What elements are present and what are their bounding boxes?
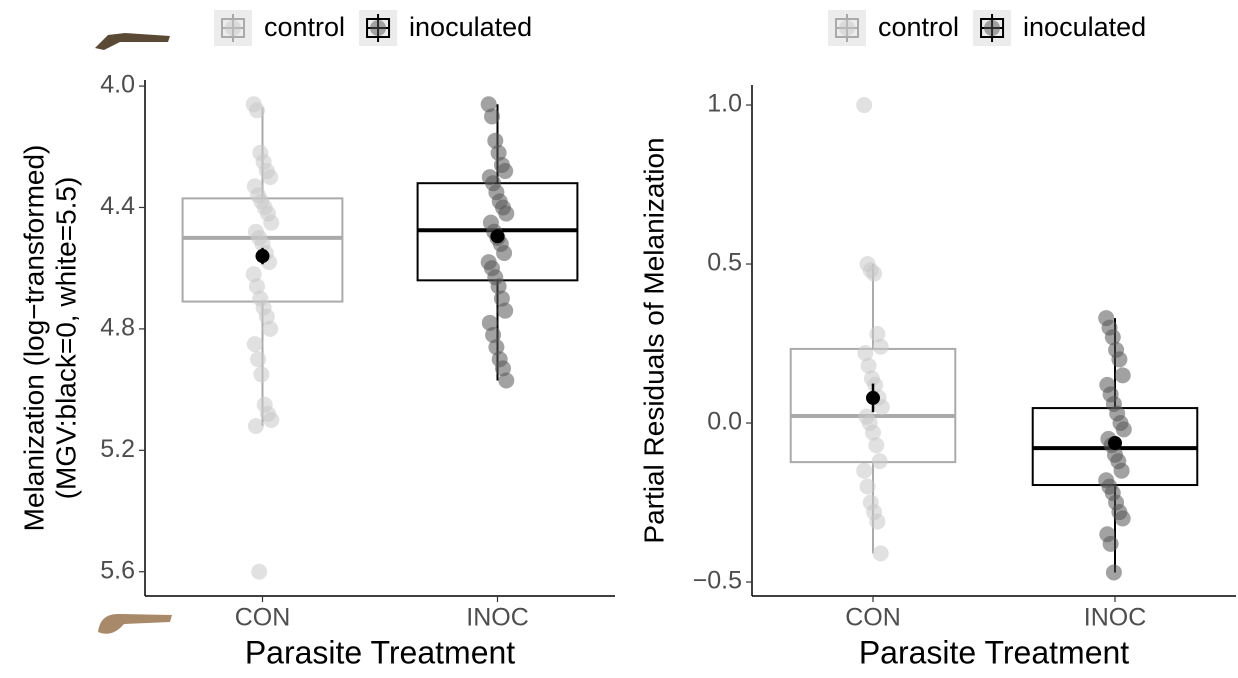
y-tick-label: 1.0 (707, 90, 742, 118)
data-point (249, 102, 265, 119)
data-point (859, 478, 876, 495)
data-point (253, 366, 270, 383)
data-point (868, 437, 885, 454)
data-point (263, 411, 280, 428)
data-point (1105, 564, 1122, 581)
data-point (1114, 367, 1131, 384)
data-point (872, 545, 889, 562)
y-tick-label: 4.8 (100, 314, 135, 342)
data-point (247, 418, 264, 435)
legend-item: inoculated (973, 10, 1146, 46)
legend-label: control (878, 12, 959, 42)
data-point (865, 424, 881, 441)
legend-label: inoculated (1023, 12, 1146, 42)
data-point (871, 453, 888, 470)
data-point (873, 399, 890, 416)
data-point (249, 278, 265, 295)
mean-point (866, 390, 880, 405)
legend-key-point (839, 20, 855, 36)
x-axis-title: Parasite Treatment (245, 634, 515, 670)
y-tick-label: 0.0 (707, 408, 742, 436)
legend-item: control (828, 10, 959, 46)
y-axis-title: Melanization (log−transformed) (18, 145, 49, 532)
legend-key-point (225, 20, 241, 36)
mosquito-icon-bottom (98, 614, 172, 634)
data-point (1104, 329, 1121, 346)
data-point (487, 132, 504, 149)
y-axis-title: Partial Residuals of Melanization (638, 137, 669, 543)
y-tick-label: 4.4 (100, 192, 135, 220)
data-point (497, 302, 514, 319)
data-point (872, 338, 889, 355)
data-point (856, 462, 873, 479)
mean-point (255, 249, 270, 264)
data-point (1115, 421, 1132, 438)
data-point (488, 339, 505, 356)
y-tick-label: 0.5 (707, 249, 742, 277)
data-point (493, 290, 510, 307)
data-point (1114, 510, 1131, 527)
mean-point (1108, 436, 1122, 451)
y-tick-label: 4.0 (100, 71, 135, 99)
data-point (258, 308, 275, 325)
data-point (263, 214, 280, 231)
data-point (498, 372, 515, 389)
data-point (867, 376, 884, 393)
legend-label: inoculated (409, 12, 532, 42)
data-point (250, 351, 267, 368)
x-tick-label: INOC (466, 604, 529, 632)
data-point (866, 265, 883, 282)
x-tick-label: CON (845, 604, 901, 632)
data-point (860, 357, 877, 374)
data-point (246, 336, 263, 353)
y-tick-label: 5.6 (100, 556, 135, 584)
data-point (495, 360, 511, 377)
data-point (490, 278, 507, 295)
data-point (490, 144, 507, 161)
y-tick-label: −0.5 (693, 567, 742, 595)
data-point (1111, 351, 1128, 368)
mean-point (490, 229, 505, 244)
data-point (1102, 535, 1119, 552)
data-point (481, 314, 498, 331)
legend-item: control (214, 10, 345, 46)
data-point (496, 245, 513, 262)
x-tick-label: INOC (1084, 604, 1147, 632)
legend-key-point (370, 20, 387, 36)
data-point (251, 563, 268, 580)
legend-label: control (264, 12, 345, 42)
y-tick-label: 5.2 (100, 435, 135, 463)
mosquito-icon-top (95, 33, 170, 50)
data-point (857, 345, 874, 362)
x-tick-label: CON (235, 604, 291, 632)
data-point (869, 513, 886, 530)
data-point (1113, 462, 1130, 479)
data-point (498, 205, 515, 222)
data-point (856, 97, 873, 114)
x-axis-title: Parasite Treatment (859, 634, 1129, 670)
y-axis-title: (MGV:black=0, white=5.5) (50, 177, 81, 500)
data-point (485, 326, 502, 343)
data-point (484, 108, 500, 125)
data-point (245, 266, 262, 283)
legend-key-point (984, 20, 1001, 36)
data-point (480, 96, 497, 113)
data-point (262, 320, 279, 337)
data-point (497, 163, 514, 180)
data-point (869, 325, 886, 342)
legend-item: inoculated (359, 10, 532, 46)
data-point (262, 169, 279, 186)
